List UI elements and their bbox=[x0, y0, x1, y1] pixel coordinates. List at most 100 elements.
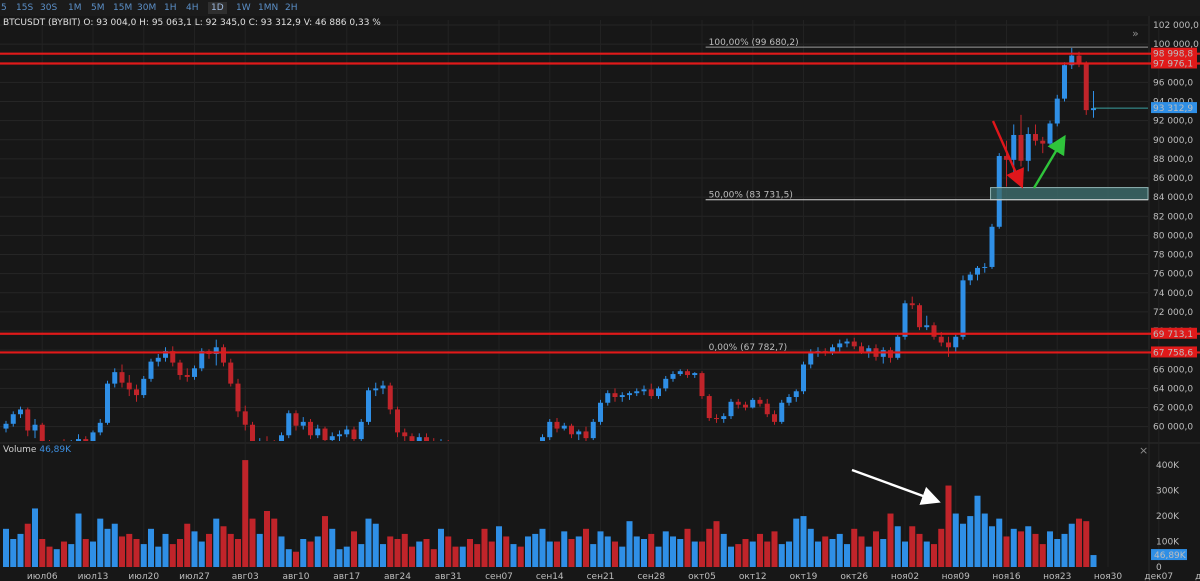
candle-body bbox=[1054, 98, 1060, 124]
price-tick-label: 86 000,0 bbox=[1153, 174, 1193, 184]
volume-bar bbox=[858, 536, 865, 567]
price-tick-label: 78 000,0 bbox=[1153, 251, 1193, 261]
volume-value: 46,89K bbox=[39, 445, 72, 455]
candle-body bbox=[953, 336, 959, 348]
ohlc-readout: BTCUSDT (BYBIT) O: 93 004,0 H: 95 063,1 … bbox=[3, 18, 381, 28]
fib-label: 100,00% (99 680,2) bbox=[709, 38, 799, 48]
timeframe-button[interactable]: 30M bbox=[137, 3, 157, 13]
candle-body bbox=[134, 389, 139, 396]
timeframe-button[interactable]: 30S bbox=[40, 3, 58, 13]
timeframe-button[interactable]: 5M bbox=[91, 3, 105, 13]
volume-bar bbox=[314, 536, 321, 567]
candle-body bbox=[1040, 140, 1046, 144]
volume-bar bbox=[612, 541, 618, 567]
volume-bar bbox=[728, 546, 734, 567]
candle-body bbox=[1069, 55, 1075, 66]
volume-bar bbox=[293, 551, 299, 567]
candle-body bbox=[851, 341, 857, 347]
candle-body bbox=[844, 341, 850, 344]
volume-bar bbox=[822, 536, 829, 567]
volume-bar bbox=[256, 533, 263, 567]
level-badge bbox=[1151, 346, 1197, 358]
candle-body bbox=[1018, 134, 1024, 161]
timeframe-button[interactable]: 4H bbox=[186, 3, 199, 13]
volume-bar bbox=[662, 531, 669, 567]
timeframe-button[interactable]: 2H bbox=[285, 3, 298, 13]
level-label: 97 976,1 bbox=[1153, 59, 1193, 69]
volume-pane-label: Volume 46,89K bbox=[3, 445, 71, 455]
volume-bar bbox=[467, 539, 473, 567]
date-tick-label: июл27 bbox=[179, 572, 210, 581]
candle-body bbox=[366, 390, 371, 422]
volume-bar bbox=[300, 539, 307, 567]
down-arrow bbox=[991, 120, 1024, 189]
price-grid bbox=[0, 24, 1148, 428]
volume-bar bbox=[198, 541, 205, 567]
date-tick-label: сен14 bbox=[536, 572, 564, 581]
volume-bar bbox=[329, 528, 336, 567]
volume-bar bbox=[923, 541, 930, 567]
volume-bar bbox=[945, 485, 952, 567]
date-tick-label: ноя02 bbox=[891, 572, 919, 581]
volume-bar bbox=[778, 544, 785, 567]
timeframe-button[interactable]: 1M bbox=[68, 3, 82, 13]
volume-bar bbox=[960, 523, 966, 567]
volume-bar bbox=[488, 541, 495, 567]
timeframe-button-active[interactable]: 1D bbox=[208, 2, 227, 14]
timeframe-button[interactable]: 15M bbox=[113, 3, 133, 13]
volume-bar bbox=[336, 549, 343, 567]
price-tick-label: 88 000,0 bbox=[1153, 155, 1193, 165]
fib-label: 0,00% (67 782,7) bbox=[709, 343, 788, 353]
volume-bar bbox=[235, 539, 241, 567]
date-tick-label: авг10 bbox=[283, 572, 310, 581]
price-tick-label: 76 000,0 bbox=[1153, 270, 1193, 280]
volume-bar bbox=[938, 528, 945, 567]
volume-bar bbox=[111, 523, 118, 567]
candle-body bbox=[424, 437, 429, 441]
date-tick-label: авг03 bbox=[232, 572, 259, 581]
date-tick-label: дек14 bbox=[1195, 572, 1200, 581]
date-tick-label: окт19 bbox=[790, 572, 818, 581]
volume-bar bbox=[409, 546, 415, 567]
timeframe-button[interactable]: 15S bbox=[16, 3, 34, 13]
volume-bar bbox=[1025, 526, 1032, 567]
candle-body bbox=[184, 375, 190, 377]
close-icon[interactable]: × bbox=[1139, 444, 1149, 457]
volume-bar bbox=[749, 541, 756, 567]
volume-bar bbox=[155, 546, 162, 567]
volume-bar bbox=[597, 531, 604, 567]
candle-body bbox=[1004, 156, 1009, 160]
candle-body bbox=[337, 434, 342, 437]
candle-body bbox=[641, 389, 647, 392]
volume-bar bbox=[445, 536, 452, 567]
candle-body bbox=[772, 414, 777, 422]
volume-tick-label: 200K bbox=[1156, 512, 1180, 522]
candle-body bbox=[3, 423, 9, 429]
timeframe-button[interactable]: 1H bbox=[164, 3, 177, 13]
candle-body bbox=[619, 395, 625, 398]
date-tick-label: ноя16 bbox=[992, 572, 1021, 581]
volume-bar bbox=[1083, 521, 1090, 567]
volume-bar bbox=[546, 541, 553, 567]
volume-bar bbox=[1010, 528, 1017, 567]
date-tick-label: ноя30 bbox=[1094, 572, 1123, 581]
support-zone bbox=[990, 187, 1149, 201]
timeframe-button[interactable]: 1W bbox=[236, 3, 251, 13]
expand-icon[interactable]: » bbox=[1132, 27, 1139, 40]
candle-body bbox=[699, 373, 705, 397]
timeframe-button[interactable]: 1MN bbox=[258, 3, 279, 13]
volume-bar bbox=[670, 536, 676, 567]
volume-bar bbox=[844, 544, 850, 567]
timeframe-button[interactable]: 5 bbox=[1, 3, 7, 13]
level-badge bbox=[1151, 47, 1197, 59]
volume-bar bbox=[220, 526, 227, 567]
volume-bar bbox=[974, 495, 981, 567]
candle-body bbox=[10, 414, 16, 424]
volume-bar bbox=[162, 533, 169, 567]
volume-bar bbox=[931, 544, 937, 567]
candle-body bbox=[743, 404, 748, 408]
volume-bar bbox=[423, 539, 430, 567]
volume-bar bbox=[372, 523, 379, 567]
